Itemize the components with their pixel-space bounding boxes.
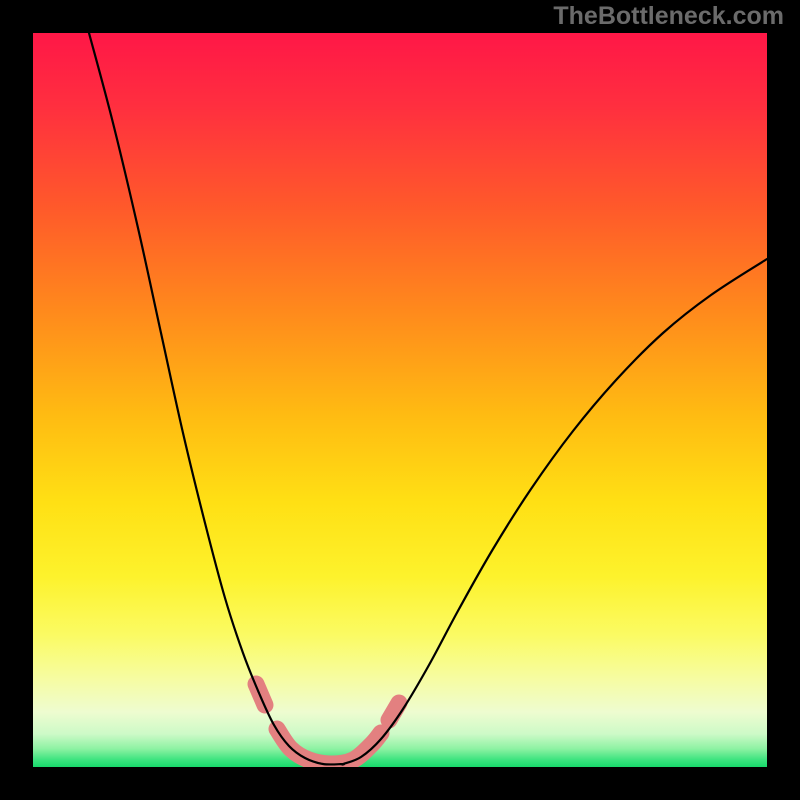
- plot-area: [33, 33, 767, 767]
- v-curve: [89, 33, 767, 765]
- curve-overlay: [33, 33, 767, 767]
- highlight-segment-1: [277, 729, 381, 764]
- watermark-text: TheBottleneck.com: [553, 2, 784, 31]
- chart-frame: [0, 0, 800, 800]
